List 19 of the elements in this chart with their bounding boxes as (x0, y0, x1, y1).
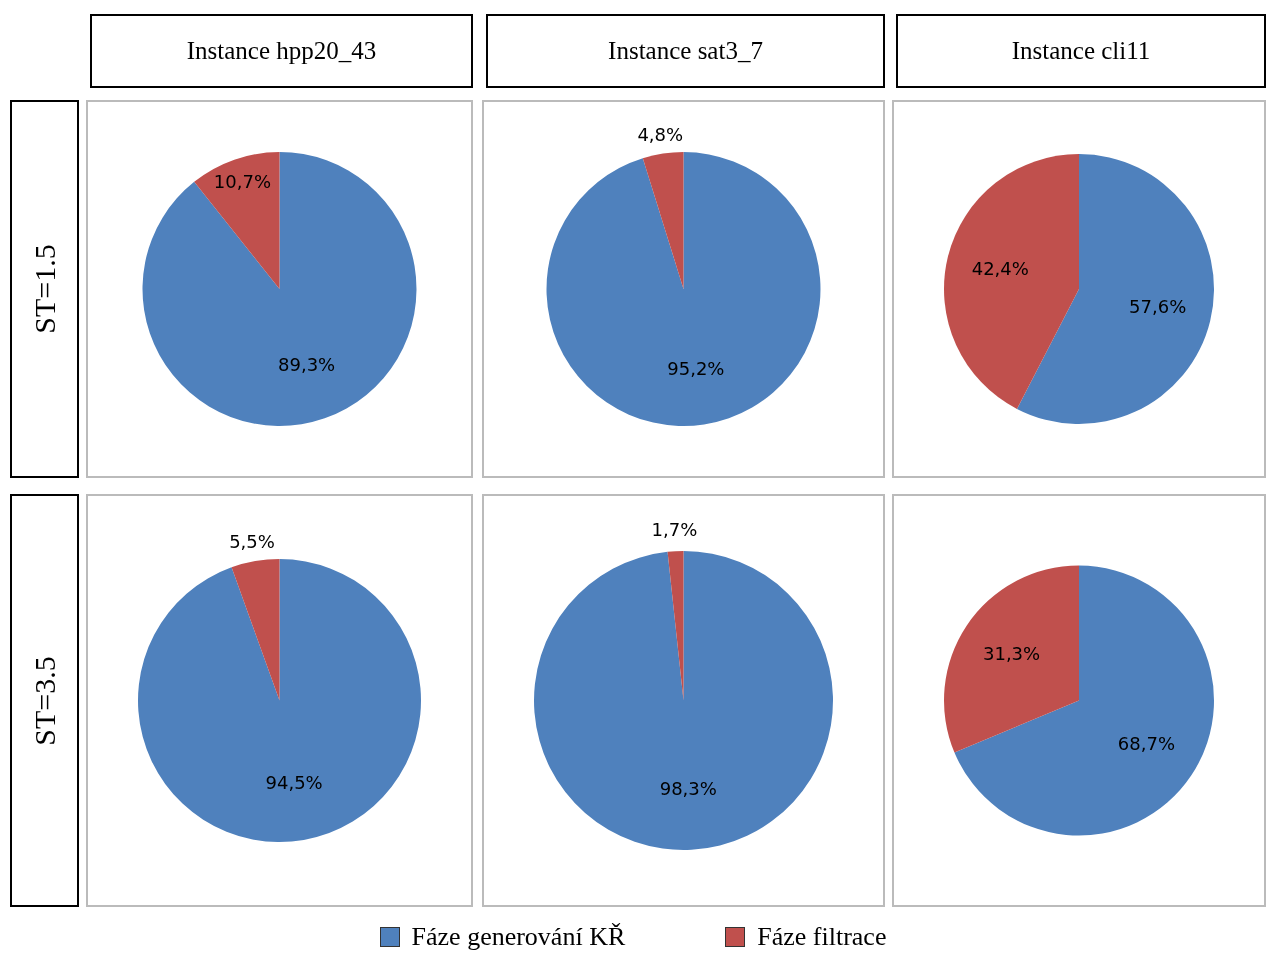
data-label: 89,3% (278, 354, 336, 376)
legend-label: Fáze generování KŘ (411, 922, 626, 952)
data-label: 31,3% (982, 643, 1041, 665)
data-label: 5,5% (229, 530, 275, 552)
chart-title: Instance cli11 (896, 14, 1266, 88)
text: ST=1.5 (27, 244, 62, 334)
chart-title: Instance hpp20_43 (90, 14, 473, 88)
data-label: 1,7% (651, 519, 698, 541)
data-label: 95,2% (667, 357, 725, 379)
data-label: 68,7% (1117, 733, 1176, 755)
data-label: 10,7% (213, 170, 272, 192)
data-label: 42,4% (971, 257, 1029, 279)
legend-label: Fáze filtrace (757, 922, 887, 952)
data-label: 4,8% (637, 123, 684, 145)
data-label: 98,3% (659, 777, 717, 799)
chart-title: Instance sat3_7 (486, 14, 885, 88)
text: ST=3.5 (27, 655, 62, 746)
data-label: 94,5% (265, 771, 323, 793)
data-label: 57,6% (1129, 295, 1187, 317)
